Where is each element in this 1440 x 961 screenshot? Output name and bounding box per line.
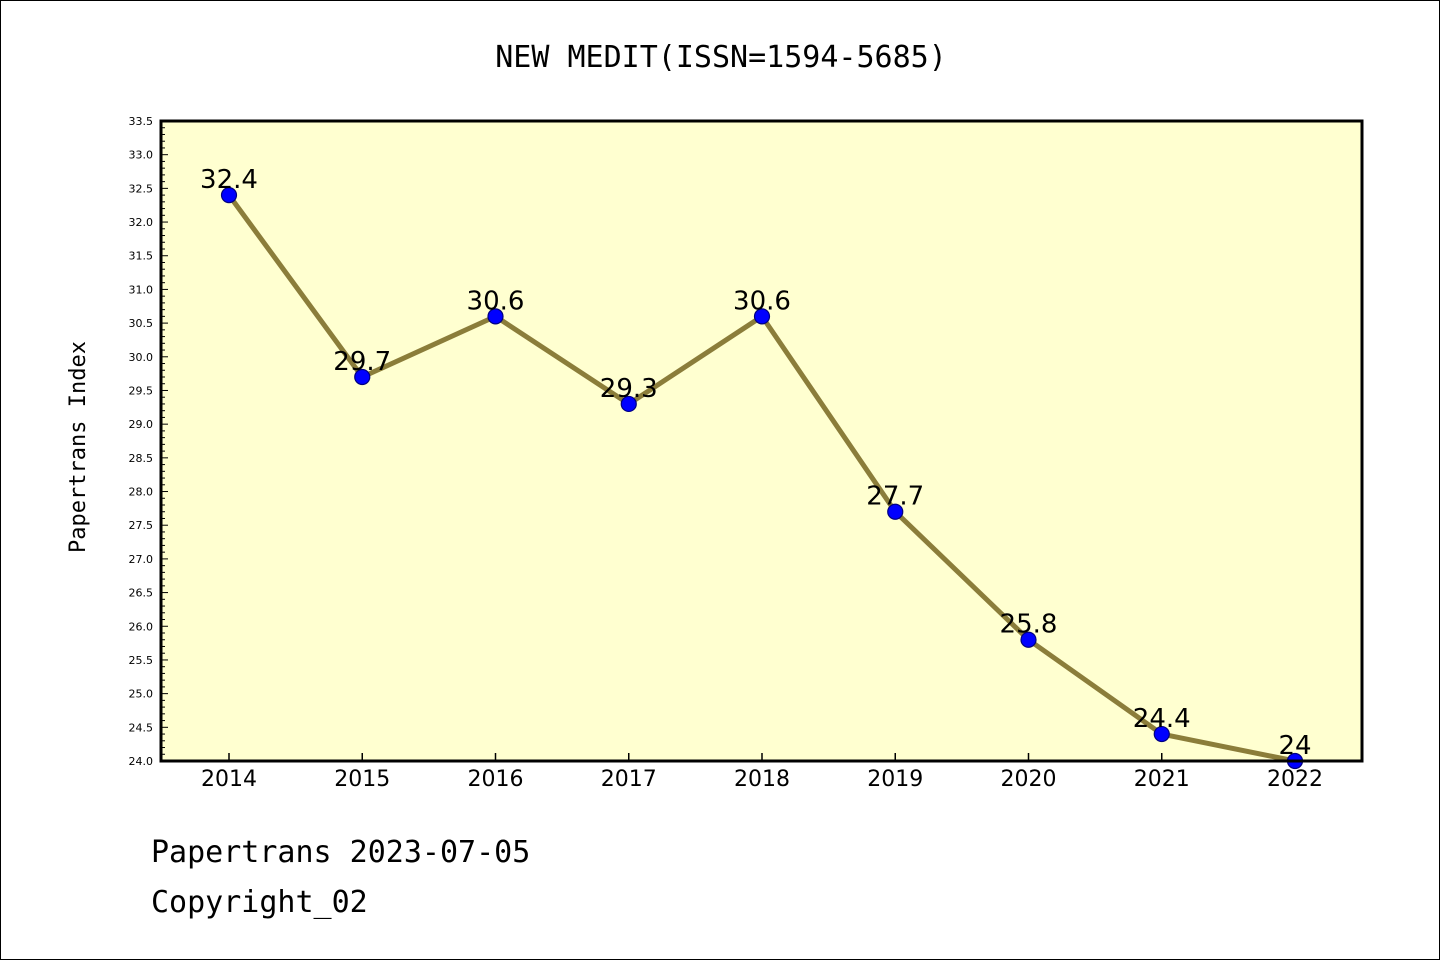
x-tick-label: 2019 <box>867 767 923 792</box>
y-tick-label: 25.5 <box>129 654 154 667</box>
y-tick-label: 27.0 <box>129 553 154 566</box>
y-axis: 24.0 24.5 25.0 25.5 26.0 26.5 27.0 27.5 28.0 28.5… <box>129 115 168 768</box>
data-label: 32.4 <box>200 165 258 195</box>
y-tick-label: 26.5 <box>129 587 154 600</box>
data-label: 24.4 <box>1133 704 1191 734</box>
data-label: 29.3 <box>600 374 658 404</box>
footer-date-text: Papertrans 2023-07-05 <box>151 835 531 870</box>
data-point-group <box>220 187 1304 770</box>
y-tick-label: 33.5 <box>129 115 154 128</box>
data-label: 25.8 <box>1000 610 1058 640</box>
y-tick-label: 29.5 <box>129 384 154 397</box>
data-point <box>753 308 771 325</box>
y-tick-label: 32.0 <box>129 216 154 229</box>
data-label: 30.6 <box>733 286 791 316</box>
x-tick-label: 2018 <box>734 767 790 792</box>
data-label: 30.6 <box>467 286 525 316</box>
y-tick-label: 30.5 <box>129 317 154 330</box>
x-tick-label: 2022 <box>1267 767 1323 792</box>
data-label: 27.7 <box>866 482 924 512</box>
data-label: 29.7 <box>333 347 391 377</box>
y-tick-label: 33.0 <box>129 149 154 162</box>
plot-area <box>161 121 1362 761</box>
y-tick-label: 31.5 <box>129 250 154 263</box>
y-tick-label: 31.0 <box>129 283 154 296</box>
data-point <box>487 308 504 325</box>
y-tick-label: 24.0 <box>129 755 154 768</box>
data-point <box>620 395 637 413</box>
x-tick-label: 2021 <box>1134 767 1190 792</box>
x-tick-label: 2014 <box>201 767 257 792</box>
y-tick-label: 25.0 <box>129 688 154 701</box>
x-axis: 2014 2015 2016 2017 2018 2019 2020 2021 2022 <box>201 753 1323 792</box>
y-axis-label: Papertrans Index <box>66 341 91 553</box>
y-tick-label: 29.0 <box>129 418 154 431</box>
x-tick-label: 2016 <box>468 767 524 792</box>
y-tick-label: 26.0 <box>129 620 154 633</box>
y-tick-label: 28.5 <box>129 452 154 465</box>
y-tick-label: 30.0 <box>129 351 154 364</box>
data-point <box>1153 725 1170 743</box>
y-tick-label: 28.0 <box>129 486 154 499</box>
x-tick-label: 2017 <box>601 767 657 792</box>
y-tick-label: 32.5 <box>129 182 154 195</box>
chart-title: NEW MEDIT(ISSN=1594-5685) <box>495 40 947 75</box>
x-tick-label: 2020 <box>1001 767 1057 792</box>
data-point <box>1020 631 1037 648</box>
footer-copyright-text: Copyright_02 <box>151 885 368 920</box>
x-tick-label: 2015 <box>334 767 390 792</box>
plot-border <box>159 119 1364 763</box>
data-label-group: 32.4 29.7 30.6 29.3 30.6 27.7 25.8 24.4 24 <box>200 165 1311 761</box>
data-label: 24 <box>1278 731 1311 761</box>
data-point <box>220 187 238 204</box>
data-point <box>354 368 371 386</box>
data-point <box>887 503 904 520</box>
y-tick-label: 24.5 <box>129 721 154 734</box>
y-tick-label: 27.5 <box>129 519 154 532</box>
